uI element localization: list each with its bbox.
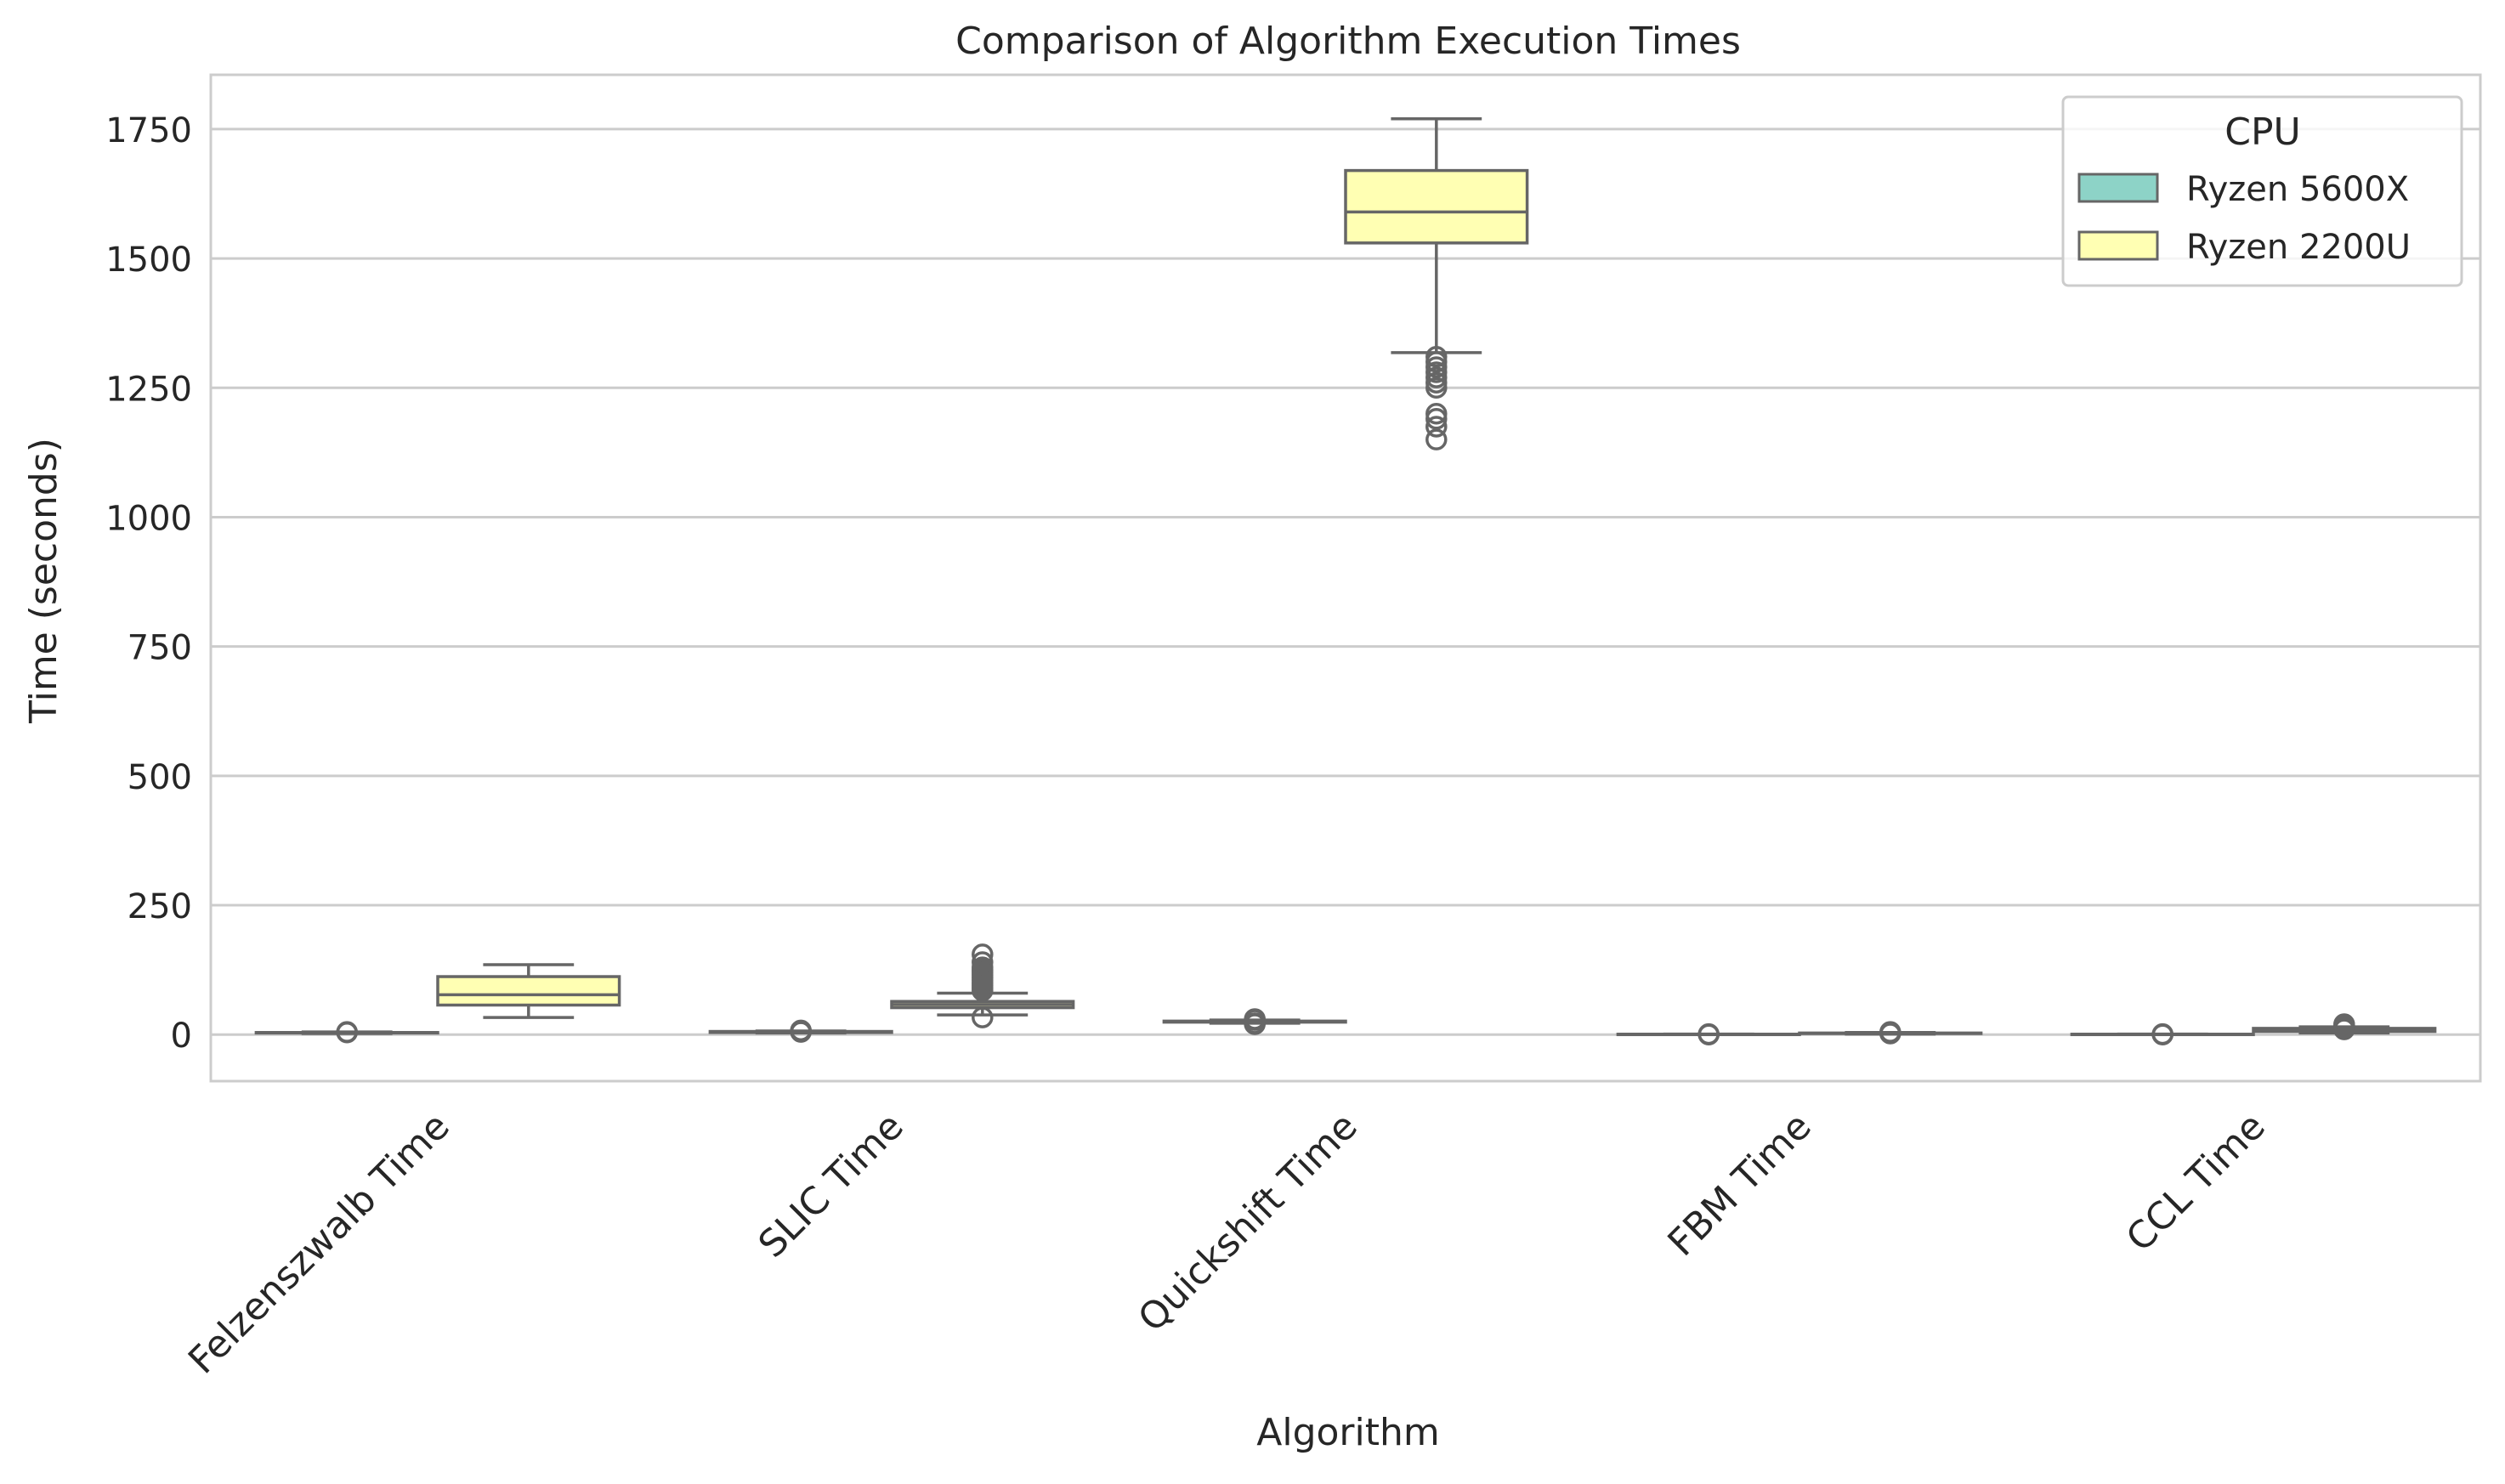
outlier-point bbox=[972, 943, 994, 966]
outlier-point bbox=[2151, 1022, 2173, 1045]
box-iqr bbox=[436, 975, 621, 1007]
y-tick-labels: 0 250 500 750 1000 1250 1500 1750 bbox=[105, 111, 192, 1056]
y-tick-label-750: 750 bbox=[128, 629, 192, 668]
outlier-point bbox=[1697, 1022, 1720, 1045]
box-ryzen-5600x-ccl-time bbox=[2070, 1022, 2255, 1045]
y-tick-label-1250: 1250 bbox=[105, 370, 192, 409]
legend-title: CPU bbox=[2224, 110, 2300, 154]
y-tick-label-1750: 1750 bbox=[105, 111, 192, 150]
box-ryzen-2200u-slic-time bbox=[890, 943, 1075, 1028]
legend-swatch-ryzen-2200u bbox=[2077, 230, 2159, 261]
outlier-point bbox=[1879, 1021, 1901, 1043]
x-axis-label: Algorithm bbox=[1256, 1411, 1440, 1454]
box-series bbox=[254, 116, 2437, 1045]
outlier-point bbox=[2333, 1013, 2355, 1035]
outlier-point bbox=[1244, 1008, 1266, 1030]
y-tick-label-1000: 1000 bbox=[105, 499, 192, 538]
chart-title: Comparison of Algorithm Execution Times bbox=[955, 20, 1741, 63]
y-axis-label: Time (seconds) bbox=[22, 438, 65, 724]
legend-label-ryzen-2200u: Ryzen 2200U bbox=[2186, 228, 2411, 267]
box-ryzen-5600x-felzenszwalb-time bbox=[254, 1021, 439, 1044]
outlier-point bbox=[1425, 346, 1448, 368]
legend-swatch-ryzen-5600x bbox=[2077, 173, 2159, 203]
legend-frame bbox=[2061, 95, 2463, 287]
y-tick-label-0: 0 bbox=[171, 1017, 192, 1056]
outlier-point bbox=[1425, 402, 1448, 425]
outlier-point bbox=[972, 951, 994, 973]
box-iqr bbox=[1344, 168, 1529, 245]
box-ryzen-5600x-slic-time bbox=[708, 1019, 893, 1043]
box-ryzen-2200u-ccl-time bbox=[2252, 1013, 2437, 1040]
plot-frame bbox=[209, 73, 2482, 1083]
legend: CPU Ryzen 5600X Ryzen 2200U bbox=[2061, 95, 2463, 287]
y-tick-label-1500: 1500 bbox=[105, 241, 192, 280]
y-tick-label-500: 500 bbox=[128, 758, 192, 797]
box-ryzen-2200u-fbm-time bbox=[1798, 1021, 1983, 1045]
box-ryzen-5600x-quickshift-time bbox=[1162, 1008, 1347, 1035]
outlier-point bbox=[1425, 428, 1448, 450]
box-ryzen-2200u-quickshift-time bbox=[1344, 116, 1529, 450]
box-ryzen-2200u-felzenszwalb-time bbox=[436, 963, 621, 1019]
y-tick-label-250: 250 bbox=[128, 887, 192, 926]
outlier-point bbox=[336, 1021, 358, 1043]
outlier-point bbox=[972, 1006, 994, 1028]
outlier-point bbox=[790, 1019, 812, 1042]
legend-label-ryzen-5600x: Ryzen 5600X bbox=[2186, 170, 2409, 209]
outlier-point bbox=[1425, 416, 1448, 438]
